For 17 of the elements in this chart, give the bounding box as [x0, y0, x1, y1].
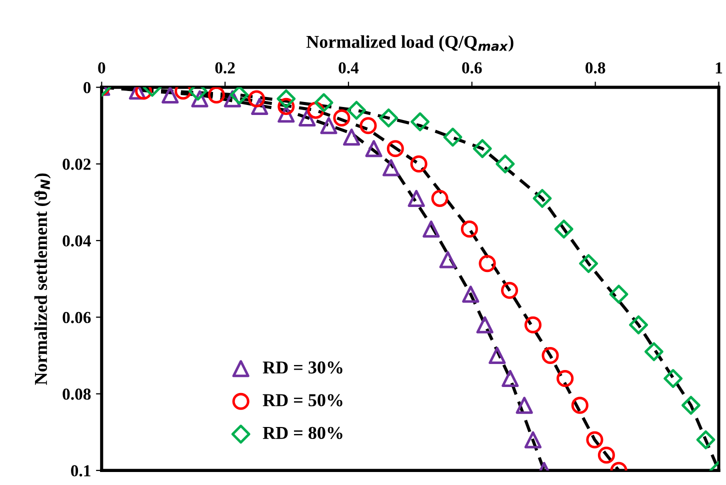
- x-tick-label: 0.6: [462, 62, 482, 74]
- y-tick-label: 0: [84, 82, 91, 94]
- y-tick-label: 0.08: [62, 388, 91, 400]
- y-tick-label: 0.04: [62, 235, 91, 247]
- legend-label: RD = 50%: [262, 394, 342, 406]
- y-axis-title: Normalized settlement (ϑ$_{N}$): [34, 173, 51, 385]
- legend-label: RD = 30%: [262, 361, 342, 374]
- x-tick-label: 0: [98, 62, 106, 74]
- x-axis-title: Normalized load (Q/Q$_{max}$): [306, 35, 514, 52]
- x-tick-label: 1: [716, 62, 722, 74]
- y-tick-label: 0.1: [71, 465, 90, 476]
- x-tick-label: 0.8: [586, 62, 606, 74]
- x-tick-label: 0.4: [338, 62, 359, 74]
- y-tick-label: 0.06: [62, 312, 91, 324]
- y-tick-label: 0.02: [62, 158, 91, 170]
- x-tick-label: 0.2: [215, 62, 235, 74]
- legend-label: RD = 80%: [262, 426, 342, 440]
